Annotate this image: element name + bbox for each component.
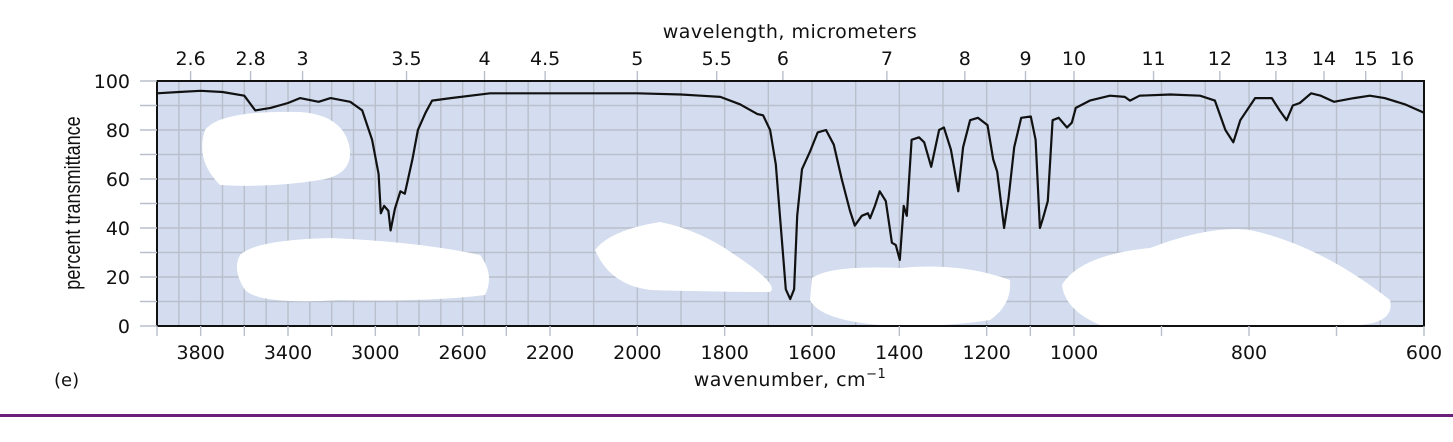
x-tick-label: 2000 <box>613 342 661 364</box>
x-tick-label: 2200 <box>526 342 574 364</box>
x-tick-label: 600 <box>1406 342 1442 364</box>
section-divider <box>0 414 1453 417</box>
y-tick-label: 20 <box>106 267 130 289</box>
panel-label: (e) <box>54 370 80 391</box>
x-axis-ticks: 3800 3400 3000 2600 2200 2000 1800 1600 1400 1200… <box>156 326 1442 364</box>
y-tick-label: 60 <box>106 169 130 191</box>
y-axis-title: percent transmittance <box>61 116 85 289</box>
x-tick-label: 3000 <box>351 342 399 364</box>
x-axis-title-text: wavenumber, cm <box>694 369 866 391</box>
top-tick-label: 3.5 <box>391 48 421 70</box>
top-tick-label: 10 <box>1062 48 1086 70</box>
x-tick-label: 2600 <box>438 342 486 364</box>
top-tick-label: 2.8 <box>235 48 265 70</box>
y-tick-label: 0 <box>118 316 130 338</box>
top-tick-label: 6 <box>777 48 789 70</box>
top-tick-label: 5.5 <box>702 48 732 70</box>
top-tick-label: 15 <box>1354 48 1378 70</box>
spectrum-line <box>156 89 1425 301</box>
y-tick-label: 100 <box>94 71 130 93</box>
x-axis-title: wavenumber, cm−1 <box>694 367 886 391</box>
x-tick-label: 1800 <box>700 342 748 364</box>
top-tick-label: 8 <box>959 48 971 70</box>
y-tick-label: 80 <box>106 120 130 142</box>
top-tick-label: 5 <box>631 48 643 70</box>
top-tick-label: 14 <box>1312 48 1336 70</box>
top-axis-ticks: 2.6 2.8 3 3.5 4 4.5 5 5.5 6 7 8 9 10 11 12 13 14 15 16 <box>175 48 1414 81</box>
top-tick-label: 7 <box>881 48 893 70</box>
top-tick-label: 16 <box>1390 48 1414 70</box>
top-tick-label: 13 <box>1264 48 1288 70</box>
top-tick-label: 4 <box>478 48 490 70</box>
x-tick-label: 1200 <box>962 342 1010 364</box>
x-tick-label: 1600 <box>788 342 836 364</box>
top-tick-label: 9 <box>1019 48 1031 70</box>
x-tick-label: 1000 <box>1050 342 1098 364</box>
top-tick-label: 3 <box>297 48 309 70</box>
top-tick-label: 12 <box>1208 48 1232 70</box>
x-tick-label: 3800 <box>176 342 224 364</box>
x-tick-label: 1400 <box>875 342 923 364</box>
x-tick-label: 3400 <box>264 342 312 364</box>
top-tick-label: 4.5 <box>530 48 560 70</box>
y-axis-ticks: 0 20 40 60 80 100 <box>94 71 157 338</box>
x-tick-label: 800 <box>1231 342 1267 364</box>
top-tick-label: 11 <box>1141 48 1165 70</box>
x-axis-title-sup: −1 <box>866 367 886 382</box>
redaction-blobs <box>202 111 1391 326</box>
y-tick-label: 40 <box>106 218 130 240</box>
top-tick-label: 2.6 <box>175 48 205 70</box>
top-axis-title: wavelength, micrometers <box>663 21 918 43</box>
